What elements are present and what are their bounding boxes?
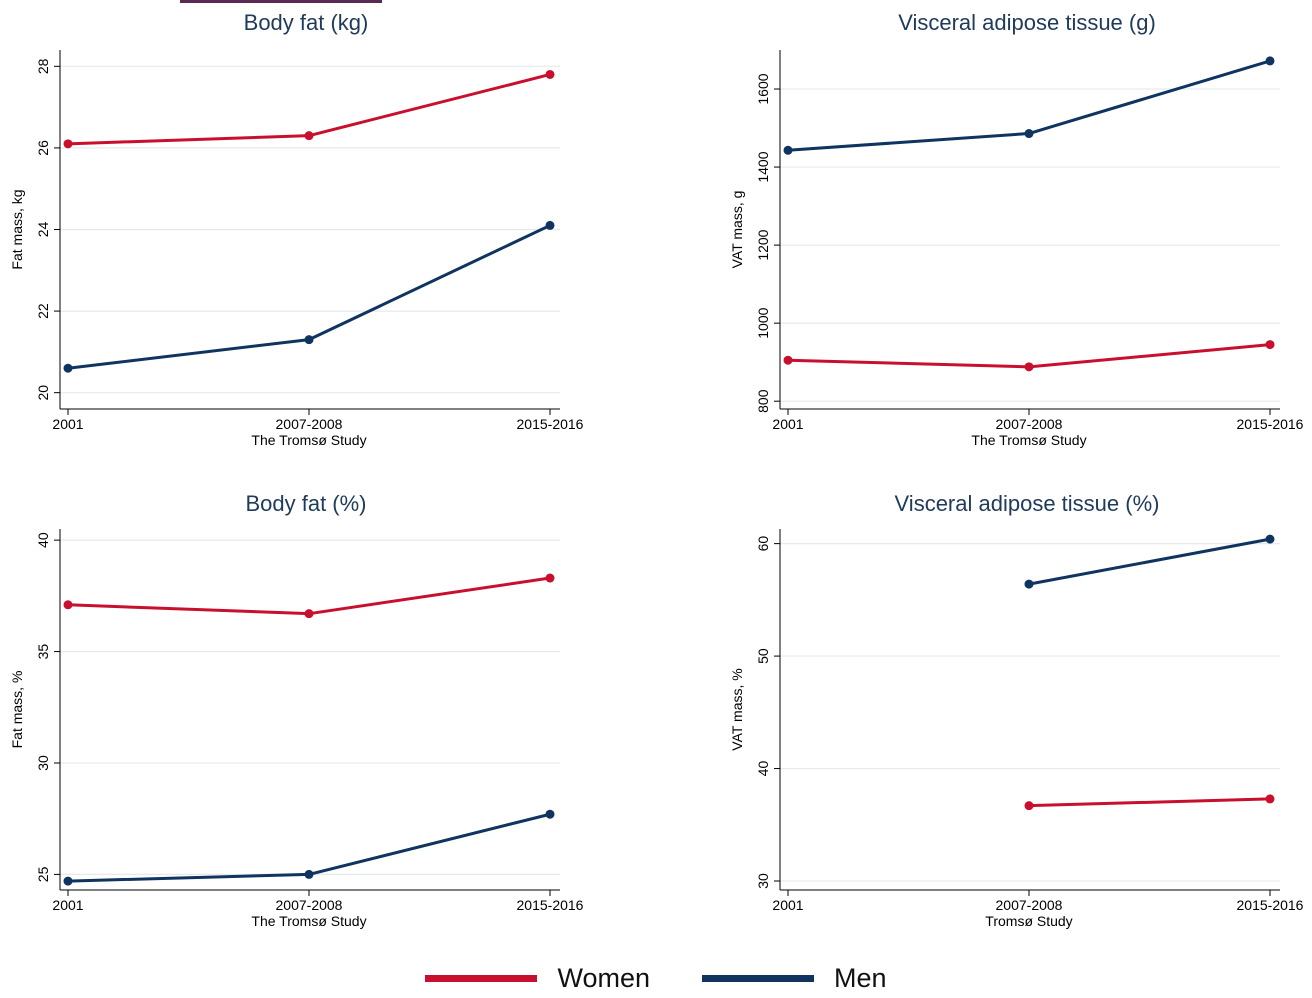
chart-title: Visceral adipose tissue (g) — [898, 10, 1156, 35]
series-line-men — [1028, 537, 1271, 586]
data-point-women — [304, 131, 314, 141]
data-point-men — [1265, 56, 1275, 66]
y-tick-label: 25 — [35, 866, 51, 882]
legend: Women Men — [0, 958, 1312, 998]
legend-item-men: Men — [702, 963, 887, 994]
data-point-women — [783, 355, 793, 365]
series-line-women — [1028, 797, 1271, 808]
data-point-women — [1265, 794, 1275, 804]
y-tick-label: 1400 — [755, 151, 771, 182]
x-tick-label: 2001 — [52, 897, 83, 913]
y-tick-label: 60 — [755, 536, 771, 552]
y-tick-label: 40 — [755, 761, 771, 777]
x-axis-title: The Tromsø Study — [971, 432, 1086, 448]
chart-panel-0: Body fat (kg) 20 22 24 26 28 2001 2007-2008 2015… — [9, 10, 584, 448]
x-tick-label: 2007-2008 — [276, 897, 343, 913]
top-accent-bar — [180, 0, 382, 3]
y-tick-label: 1200 — [755, 229, 771, 260]
data-point-men — [545, 220, 555, 230]
y-tick-label: 22 — [35, 303, 51, 319]
y-tick-label: 30 — [755, 873, 771, 889]
y-axis-title: VAT mass, % — [729, 668, 745, 750]
y-tick-label: 20 — [35, 385, 51, 401]
x-tick-label: 2015-2016 — [1237, 416, 1304, 432]
data-point-men — [1265, 534, 1275, 544]
chart-title: Body fat (kg) — [244, 10, 369, 35]
data-point-men — [1024, 129, 1034, 139]
y-tick-label: 50 — [755, 648, 771, 664]
x-axis-title: The Tromsø Study — [251, 432, 366, 448]
y-tick-label: 24 — [35, 222, 51, 238]
y-tick-label: 28 — [35, 58, 51, 74]
chart-panel-1: Visceral adipose tissue (g) 800 1000 1200 14… — [729, 10, 1304, 448]
data-point-women — [1024, 801, 1034, 811]
y-tick-label: 800 — [755, 389, 771, 413]
x-tick-label: 2015-2016 — [517, 897, 584, 913]
chart-panel-3: Visceral adipose tissue (%) 30 40 50 60 2001 2… — [729, 491, 1304, 929]
y-tick-label: 26 — [35, 140, 51, 156]
data-point-women — [1024, 362, 1034, 372]
legend-item-women: Women — [425, 963, 650, 994]
legend-swatch-women — [425, 974, 538, 982]
x-tick-label: 2015-2016 — [517, 416, 584, 432]
y-tick-label: 1600 — [755, 73, 771, 104]
x-axis-title: Tromsø Study — [985, 913, 1072, 929]
legend-label-men: Men — [834, 962, 887, 993]
data-point-women — [63, 600, 73, 610]
x-tick-label: 2001 — [772, 897, 803, 913]
x-tick-label: 2015-2016 — [1237, 897, 1304, 913]
data-point-women — [545, 573, 555, 583]
data-point-men — [63, 876, 73, 886]
y-axis-title: VAT mass, g — [729, 191, 745, 269]
series-line-men — [67, 224, 551, 370]
y-tick-label: 30 — [35, 755, 51, 771]
data-point-men — [63, 363, 73, 373]
data-point-women — [63, 139, 73, 149]
legend-swatch-men — [702, 974, 814, 982]
chart-title: Body fat (%) — [245, 491, 366, 516]
data-point-women — [545, 69, 555, 79]
x-tick-label: 2001 — [772, 416, 803, 432]
x-tick-label: 2007-2008 — [996, 416, 1063, 432]
data-point-men — [783, 145, 793, 155]
y-tick-label: 35 — [35, 644, 51, 660]
y-axis-title: Fat mass, % — [9, 671, 25, 749]
x-tick-label: 2007-2008 — [276, 416, 343, 432]
data-point-women — [1265, 340, 1275, 350]
chart-title: Visceral adipose tissue (%) — [895, 491, 1160, 516]
data-point-women — [304, 609, 314, 619]
data-point-men — [545, 809, 555, 819]
data-point-men — [304, 869, 314, 879]
y-tick-label: 1000 — [755, 307, 771, 338]
legend-label-women: Women — [557, 962, 650, 993]
x-axis-title: The Tromsø Study — [251, 913, 366, 929]
data-point-men — [304, 335, 314, 345]
chart-panel-2: Body fat (%) 25 30 35 40 2001 2007-2008 2015-20… — [9, 491, 584, 929]
data-point-men — [1024, 579, 1034, 589]
x-tick-label: 2001 — [52, 416, 83, 432]
series-line-women — [67, 576, 551, 616]
y-tick-label: 40 — [35, 532, 51, 548]
y-axis-title: Fat mass, kg — [9, 189, 25, 269]
x-tick-label: 2007-2008 — [996, 897, 1063, 913]
